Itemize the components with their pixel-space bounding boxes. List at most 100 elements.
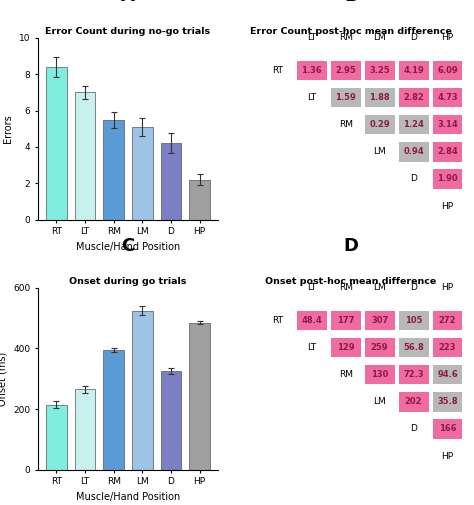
Text: D: D [343, 237, 358, 255]
FancyBboxPatch shape [365, 115, 394, 134]
Bar [189, 323, 210, 470]
Text: LM: LM [373, 147, 386, 157]
Text: 307: 307 [371, 316, 388, 325]
Text: LM: LM [373, 283, 386, 292]
FancyBboxPatch shape [433, 88, 463, 108]
FancyBboxPatch shape [399, 365, 428, 384]
FancyBboxPatch shape [399, 61, 428, 80]
Text: 1.36: 1.36 [301, 66, 322, 75]
Bar [46, 405, 67, 470]
Text: 272: 272 [439, 316, 456, 325]
Bar [103, 350, 124, 470]
Text: 0.29: 0.29 [369, 120, 390, 129]
X-axis label: Muscle/Hand Position: Muscle/Hand Position [76, 492, 180, 502]
Text: D: D [410, 174, 417, 183]
FancyBboxPatch shape [331, 88, 361, 108]
Text: 72.3: 72.3 [403, 370, 424, 379]
Text: 130: 130 [371, 370, 388, 379]
Text: D: D [410, 33, 417, 42]
FancyBboxPatch shape [331, 338, 361, 358]
FancyBboxPatch shape [433, 392, 463, 412]
FancyBboxPatch shape [433, 311, 463, 330]
Text: D: D [410, 283, 417, 292]
FancyBboxPatch shape [433, 142, 463, 162]
Bar [75, 92, 95, 220]
Text: 1.90: 1.90 [437, 174, 458, 183]
FancyBboxPatch shape [365, 88, 394, 108]
Text: LT: LT [307, 33, 316, 42]
Text: LT: LT [307, 343, 316, 352]
Text: 35.8: 35.8 [437, 397, 458, 407]
Bar [75, 389, 95, 470]
Title: Error Count during no-go trials: Error Count during no-go trials [46, 27, 210, 36]
Title: Error Count post-hoc mean difference: Error Count post-hoc mean difference [250, 27, 452, 36]
FancyBboxPatch shape [433, 338, 463, 358]
FancyBboxPatch shape [399, 338, 428, 358]
Title: Onset post-hoc mean difference: Onset post-hoc mean difference [265, 277, 437, 286]
FancyBboxPatch shape [433, 169, 463, 189]
Text: 0.94: 0.94 [403, 147, 424, 157]
Text: 1.59: 1.59 [335, 93, 356, 102]
Text: RM: RM [338, 283, 353, 292]
Text: 105: 105 [405, 316, 422, 325]
FancyBboxPatch shape [399, 88, 428, 108]
Text: B: B [344, 0, 357, 5]
FancyBboxPatch shape [331, 61, 361, 80]
Text: 1.24: 1.24 [403, 120, 424, 129]
Text: 1.88: 1.88 [369, 93, 390, 102]
Text: 56.8: 56.8 [403, 343, 424, 352]
Text: C: C [121, 237, 135, 255]
Text: RM: RM [338, 370, 353, 379]
FancyBboxPatch shape [365, 365, 394, 384]
Y-axis label: Errors: Errors [3, 115, 13, 143]
Text: 2.95: 2.95 [335, 66, 356, 75]
FancyBboxPatch shape [399, 115, 428, 134]
Text: HP: HP [441, 283, 454, 292]
FancyBboxPatch shape [365, 338, 394, 358]
Text: 3.25: 3.25 [369, 66, 390, 75]
Text: RT: RT [272, 316, 283, 325]
X-axis label: Muscle/Hand Position: Muscle/Hand Position [76, 242, 180, 252]
FancyBboxPatch shape [399, 142, 428, 162]
Text: 2.84: 2.84 [437, 147, 458, 157]
Bar [103, 120, 124, 220]
Text: 223: 223 [439, 343, 456, 352]
Text: 4.19: 4.19 [403, 66, 424, 75]
Bar [132, 127, 153, 220]
Text: LM: LM [373, 397, 386, 407]
FancyBboxPatch shape [365, 311, 394, 330]
Text: D: D [410, 424, 417, 433]
Text: 129: 129 [337, 343, 355, 352]
Bar [189, 180, 210, 220]
Text: RT: RT [272, 66, 283, 75]
Text: HP: HP [441, 201, 454, 211]
Text: 3.14: 3.14 [437, 120, 458, 129]
FancyBboxPatch shape [433, 115, 463, 134]
Text: 2.82: 2.82 [403, 93, 424, 102]
FancyBboxPatch shape [433, 365, 463, 384]
FancyBboxPatch shape [433, 61, 463, 80]
Text: LT: LT [307, 283, 316, 292]
Text: 94.6: 94.6 [437, 370, 458, 379]
Text: RM: RM [338, 120, 353, 129]
Text: A: A [121, 0, 135, 5]
Text: 48.4: 48.4 [301, 316, 322, 325]
FancyBboxPatch shape [399, 392, 428, 412]
Text: LM: LM [373, 33, 386, 42]
FancyBboxPatch shape [399, 311, 428, 330]
Text: LT: LT [307, 93, 316, 102]
FancyBboxPatch shape [365, 61, 394, 80]
Text: 202: 202 [405, 397, 422, 407]
Text: 259: 259 [371, 343, 388, 352]
Text: 166: 166 [439, 424, 456, 433]
Bar [46, 67, 67, 220]
Text: 177: 177 [337, 316, 355, 325]
FancyBboxPatch shape [297, 61, 327, 80]
Text: 6.09: 6.09 [437, 66, 458, 75]
FancyBboxPatch shape [331, 311, 361, 330]
Text: HP: HP [441, 451, 454, 461]
FancyBboxPatch shape [433, 419, 463, 439]
Text: RM: RM [338, 33, 353, 42]
Bar [161, 143, 181, 220]
Text: 4.73: 4.73 [437, 93, 458, 102]
